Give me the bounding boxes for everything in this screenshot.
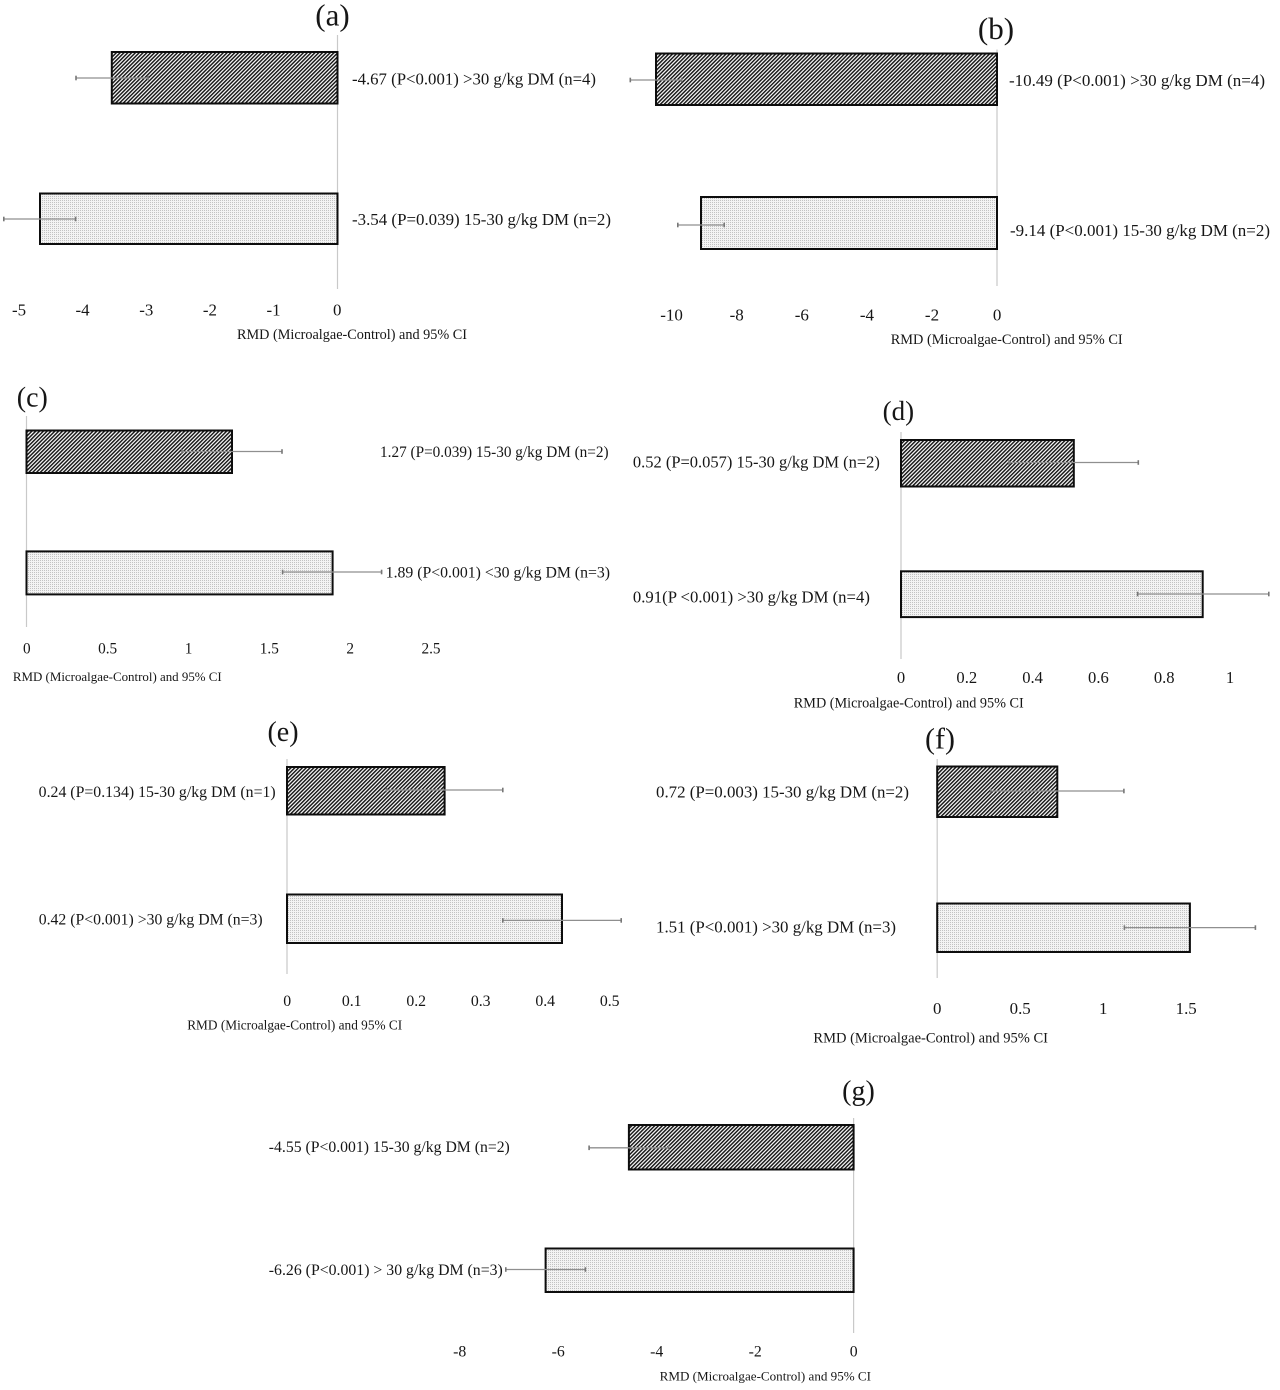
svg-text:0.42 (P<0.001) >30 g/kg DM (n=: 0.42 (P<0.001) >30 g/kg DM (n=3) <box>39 912 263 929</box>
svg-text:0.52 (P=0.057) 15-30 g/kg DM (: 0.52 (P=0.057) 15-30 g/kg DM (n=2) <box>633 452 880 471</box>
svg-text:-4: -4 <box>860 306 875 325</box>
svg-text:1: 1 <box>1226 668 1234 687</box>
svg-text:1: 1 <box>185 640 193 657</box>
svg-text:RMD (Microalgae-Control) and 9: RMD (Microalgae-Control) and 95% CI <box>13 669 222 684</box>
svg-text:0.6: 0.6 <box>1088 668 1109 687</box>
svg-text:1: 1 <box>1099 999 1107 1018</box>
svg-text:-8: -8 <box>453 1344 466 1361</box>
svg-text:0.2: 0.2 <box>406 993 426 1010</box>
svg-text:-2: -2 <box>749 1344 762 1361</box>
svg-text:0: 0 <box>993 306 1002 325</box>
svg-text:1.5: 1.5 <box>1176 999 1197 1018</box>
svg-text:-1: -1 <box>267 301 281 320</box>
svg-text:0.4: 0.4 <box>1022 668 1043 687</box>
svg-text:0.3: 0.3 <box>471 993 491 1010</box>
svg-text:-2: -2 <box>925 306 939 325</box>
svg-text:0: 0 <box>897 668 905 687</box>
svg-text:0: 0 <box>23 640 31 657</box>
svg-text:(f): (f) <box>925 723 955 756</box>
svg-text:1.27 (P=0.039) 15-30 g/kg DM (: 1.27 (P=0.039) 15-30 g/kg DM (n=2) <box>380 444 609 461</box>
svg-text:(e): (e) <box>267 717 298 748</box>
svg-text:0.8: 0.8 <box>1154 668 1175 687</box>
svg-text:-6.26 (P<0.001) > 30 g/kg DM (: -6.26 (P<0.001) > 30 g/kg DM (n=3) <box>269 1262 503 1279</box>
svg-text:2: 2 <box>346 640 354 657</box>
svg-text:0.24 (P=0.134) 15-30 g/kg DM (: 0.24 (P=0.134) 15-30 g/kg DM (n=1) <box>39 784 276 801</box>
svg-text:-6: -6 <box>795 306 809 325</box>
svg-text:-8: -8 <box>730 306 744 325</box>
svg-text:0: 0 <box>850 1344 858 1361</box>
svg-text:0.2: 0.2 <box>956 668 977 687</box>
svg-text:-9.14 (P<0.001) 15-30 g/kg DM: -9.14 (P<0.001) 15-30 g/kg DM (n=2) <box>1010 221 1270 240</box>
svg-text:-6: -6 <box>552 1344 565 1361</box>
svg-text:-4.55 (P<0.001) 15-30 g/kg DM: -4.55 (P<0.001) 15-30 g/kg DM (n=2) <box>269 1139 510 1156</box>
svg-text:-10: -10 <box>660 306 683 325</box>
svg-text:0: 0 <box>333 301 341 320</box>
svg-text:-4.67 (P<0.001) >30 g/kg DM (n: -4.67 (P<0.001) >30 g/kg DM (n=4) <box>352 70 596 89</box>
svg-text:-2: -2 <box>203 301 217 320</box>
svg-text:-5: -5 <box>12 301 26 320</box>
svg-text:1.5: 1.5 <box>260 640 279 657</box>
svg-text:RMD (Microalgae-Control) and 9: RMD (Microalgae-Control) and 95% CI <box>891 332 1123 348</box>
svg-text:0.72 (P=0.003) 15-30 g/kg DM (: 0.72 (P=0.003) 15-30 g/kg DM (n=2) <box>656 783 909 802</box>
svg-text:0.5: 0.5 <box>600 993 620 1010</box>
svg-text:(d): (d) <box>883 396 914 426</box>
svg-text:-4: -4 <box>650 1344 663 1361</box>
svg-text:RMD (Microalgae-Control) and 9: RMD (Microalgae-Control) and 95% CI <box>813 1031 1048 1047</box>
svg-text:RMD (Microalgae-Control) and 9: RMD (Microalgae-Control) and 95% CI <box>660 1369 871 1384</box>
svg-text:(g): (g) <box>842 1076 875 1107</box>
svg-text:0.5: 0.5 <box>98 640 117 657</box>
svg-text:0: 0 <box>283 993 291 1010</box>
svg-text:0: 0 <box>933 999 941 1018</box>
svg-text:(c): (c) <box>17 382 48 413</box>
svg-text:RMD (Microalgae-Control) and 9: RMD (Microalgae-Control) and 95% CI <box>237 327 467 343</box>
svg-text:RMD (Microalgae-Control) and 9: RMD (Microalgae-Control) and 95% CI <box>187 1017 402 1032</box>
svg-text:-4: -4 <box>76 301 91 320</box>
svg-text:-3: -3 <box>139 301 153 320</box>
svg-text:1.51 (P<0.001) >30 g/kg DM (n=: 1.51 (P<0.001) >30 g/kg DM (n=3) <box>656 918 896 937</box>
svg-text:RMD (Microalgae-Control) and 9: RMD (Microalgae-Control) and 95% CI <box>794 695 1024 711</box>
svg-text:1.89 (P<0.001) <30 g/kg DM (: 1.89 (P<0.001) <30 g/kg DM (n=3) <box>386 564 610 581</box>
svg-text:-3.54 (P=0.039) 15-30 g/kg DM: -3.54 (P=0.039) 15-30 g/kg DM (n=2) <box>352 210 611 229</box>
svg-text:0.5: 0.5 <box>1010 999 1031 1018</box>
svg-text:(b): (b) <box>978 11 1014 46</box>
svg-text:0.91(P <0.001) >30 g/kg DM (n=: 0.91(P <0.001) >30 g/kg DM (n=4) <box>633 588 870 607</box>
svg-text:-10.49 (P<0.001) >30 g/kg DM (: -10.49 (P<0.001) >30 g/kg DM (n=4) <box>1009 71 1265 90</box>
svg-text:0.4: 0.4 <box>535 993 555 1010</box>
svg-text:(a): (a) <box>315 0 349 33</box>
svg-text:0.1: 0.1 <box>342 993 362 1010</box>
svg-text:2.5: 2.5 <box>421 640 440 657</box>
